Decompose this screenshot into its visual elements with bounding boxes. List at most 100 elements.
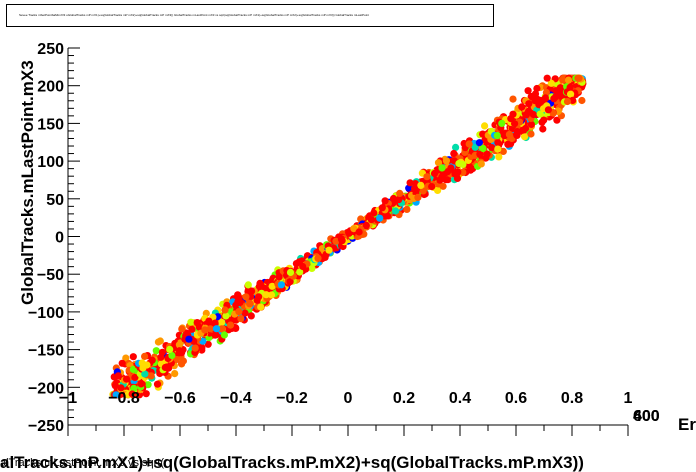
data-point [142,390,150,398]
data-point [536,110,544,118]
data-point [156,337,164,345]
data-point [444,168,452,176]
data-point [370,209,378,217]
y-tick-label: 0 [55,230,64,247]
data-point [477,160,485,168]
data-point [226,321,235,329]
y-tick-label: −50 [37,267,64,284]
data-point [177,360,186,368]
data-point [454,168,462,176]
data-point [556,84,565,92]
data-point [381,197,389,205]
bottom-overlay-text: alTracks.mLastPoint.mX3 vs sqrt( [0,457,164,469]
data-point [218,318,226,326]
data-point [198,344,206,352]
data-point [494,139,502,147]
data-point [465,140,473,148]
data-point [131,373,139,382]
data-point [428,183,436,191]
data-point [308,264,316,272]
data-point [257,303,265,311]
data-point [547,79,555,87]
data-point [414,193,422,201]
data-point [553,116,561,124]
x-axis-title: alTracks.mP.mX1)+sq(GlobalTracks.mP.mX2)… [0,453,584,472]
data-point [498,119,506,127]
x-tick-label: −0.4 [220,390,252,407]
data-point [268,277,276,285]
x-tick-label: −0.8 [108,390,140,407]
data-point [417,181,425,189]
data-point [295,258,304,266]
x-tick-label: 0.8 [561,390,583,407]
data-point [436,176,444,184]
data-point [222,312,230,320]
data-point [286,278,294,286]
data-point [559,76,567,84]
data-point [541,94,550,102]
data-point [471,143,479,151]
data-point [483,150,491,158]
y-tick-label: 50 [46,192,64,209]
data-point [248,287,256,295]
data-point [118,359,126,367]
data-point [242,293,250,301]
data-point [211,331,219,339]
y-tick-label: 150 [37,116,64,133]
y-tick-label: −100 [28,305,64,322]
data-point [494,145,502,153]
data-point [246,300,254,308]
data-point [442,157,450,165]
points-layer [109,74,587,399]
data-point [552,93,560,101]
data-point [479,130,487,138]
data-point [403,205,411,213]
data-point [450,149,458,158]
data-point [481,122,489,130]
data-point [411,184,419,193]
data-point [204,340,212,348]
data-point [218,325,226,333]
data-point [378,204,386,212]
data-point [241,309,249,317]
data-point [350,225,358,233]
data-point [137,380,145,388]
data-point [286,268,295,276]
data-point [455,159,463,168]
data-point [438,164,446,172]
data-point [130,384,138,392]
data-point [178,349,186,357]
data-point [337,235,345,243]
data-point [201,326,209,334]
data-point [355,228,363,236]
data-point [212,325,221,333]
data-point [419,187,427,195]
data-point [543,74,551,82]
data-point [171,370,179,378]
data-point [138,359,146,367]
data-point [499,147,507,155]
data-point [567,90,575,98]
data-point [205,317,213,325]
data-point [193,319,201,327]
data-point [495,153,503,161]
data-point [531,90,540,98]
data-point [185,335,193,343]
x-tick-label: 0 [344,390,353,407]
data-point [206,325,214,333]
data-point [575,74,583,82]
data-point [493,132,501,140]
data-point [540,116,548,124]
data-point [513,131,521,139]
data-point [345,229,353,237]
data-point [578,96,586,105]
data-point [129,353,137,361]
data-point [362,221,370,229]
x-tick-label: −0.6 [164,390,196,407]
data-point [166,345,174,353]
data-point [188,325,196,333]
data-point [262,291,270,299]
x-tick-label: −1 [59,390,77,407]
stats-box: Sevee Tracks mSetPointbaMimX/3 uGlobalTr… [6,4,494,27]
